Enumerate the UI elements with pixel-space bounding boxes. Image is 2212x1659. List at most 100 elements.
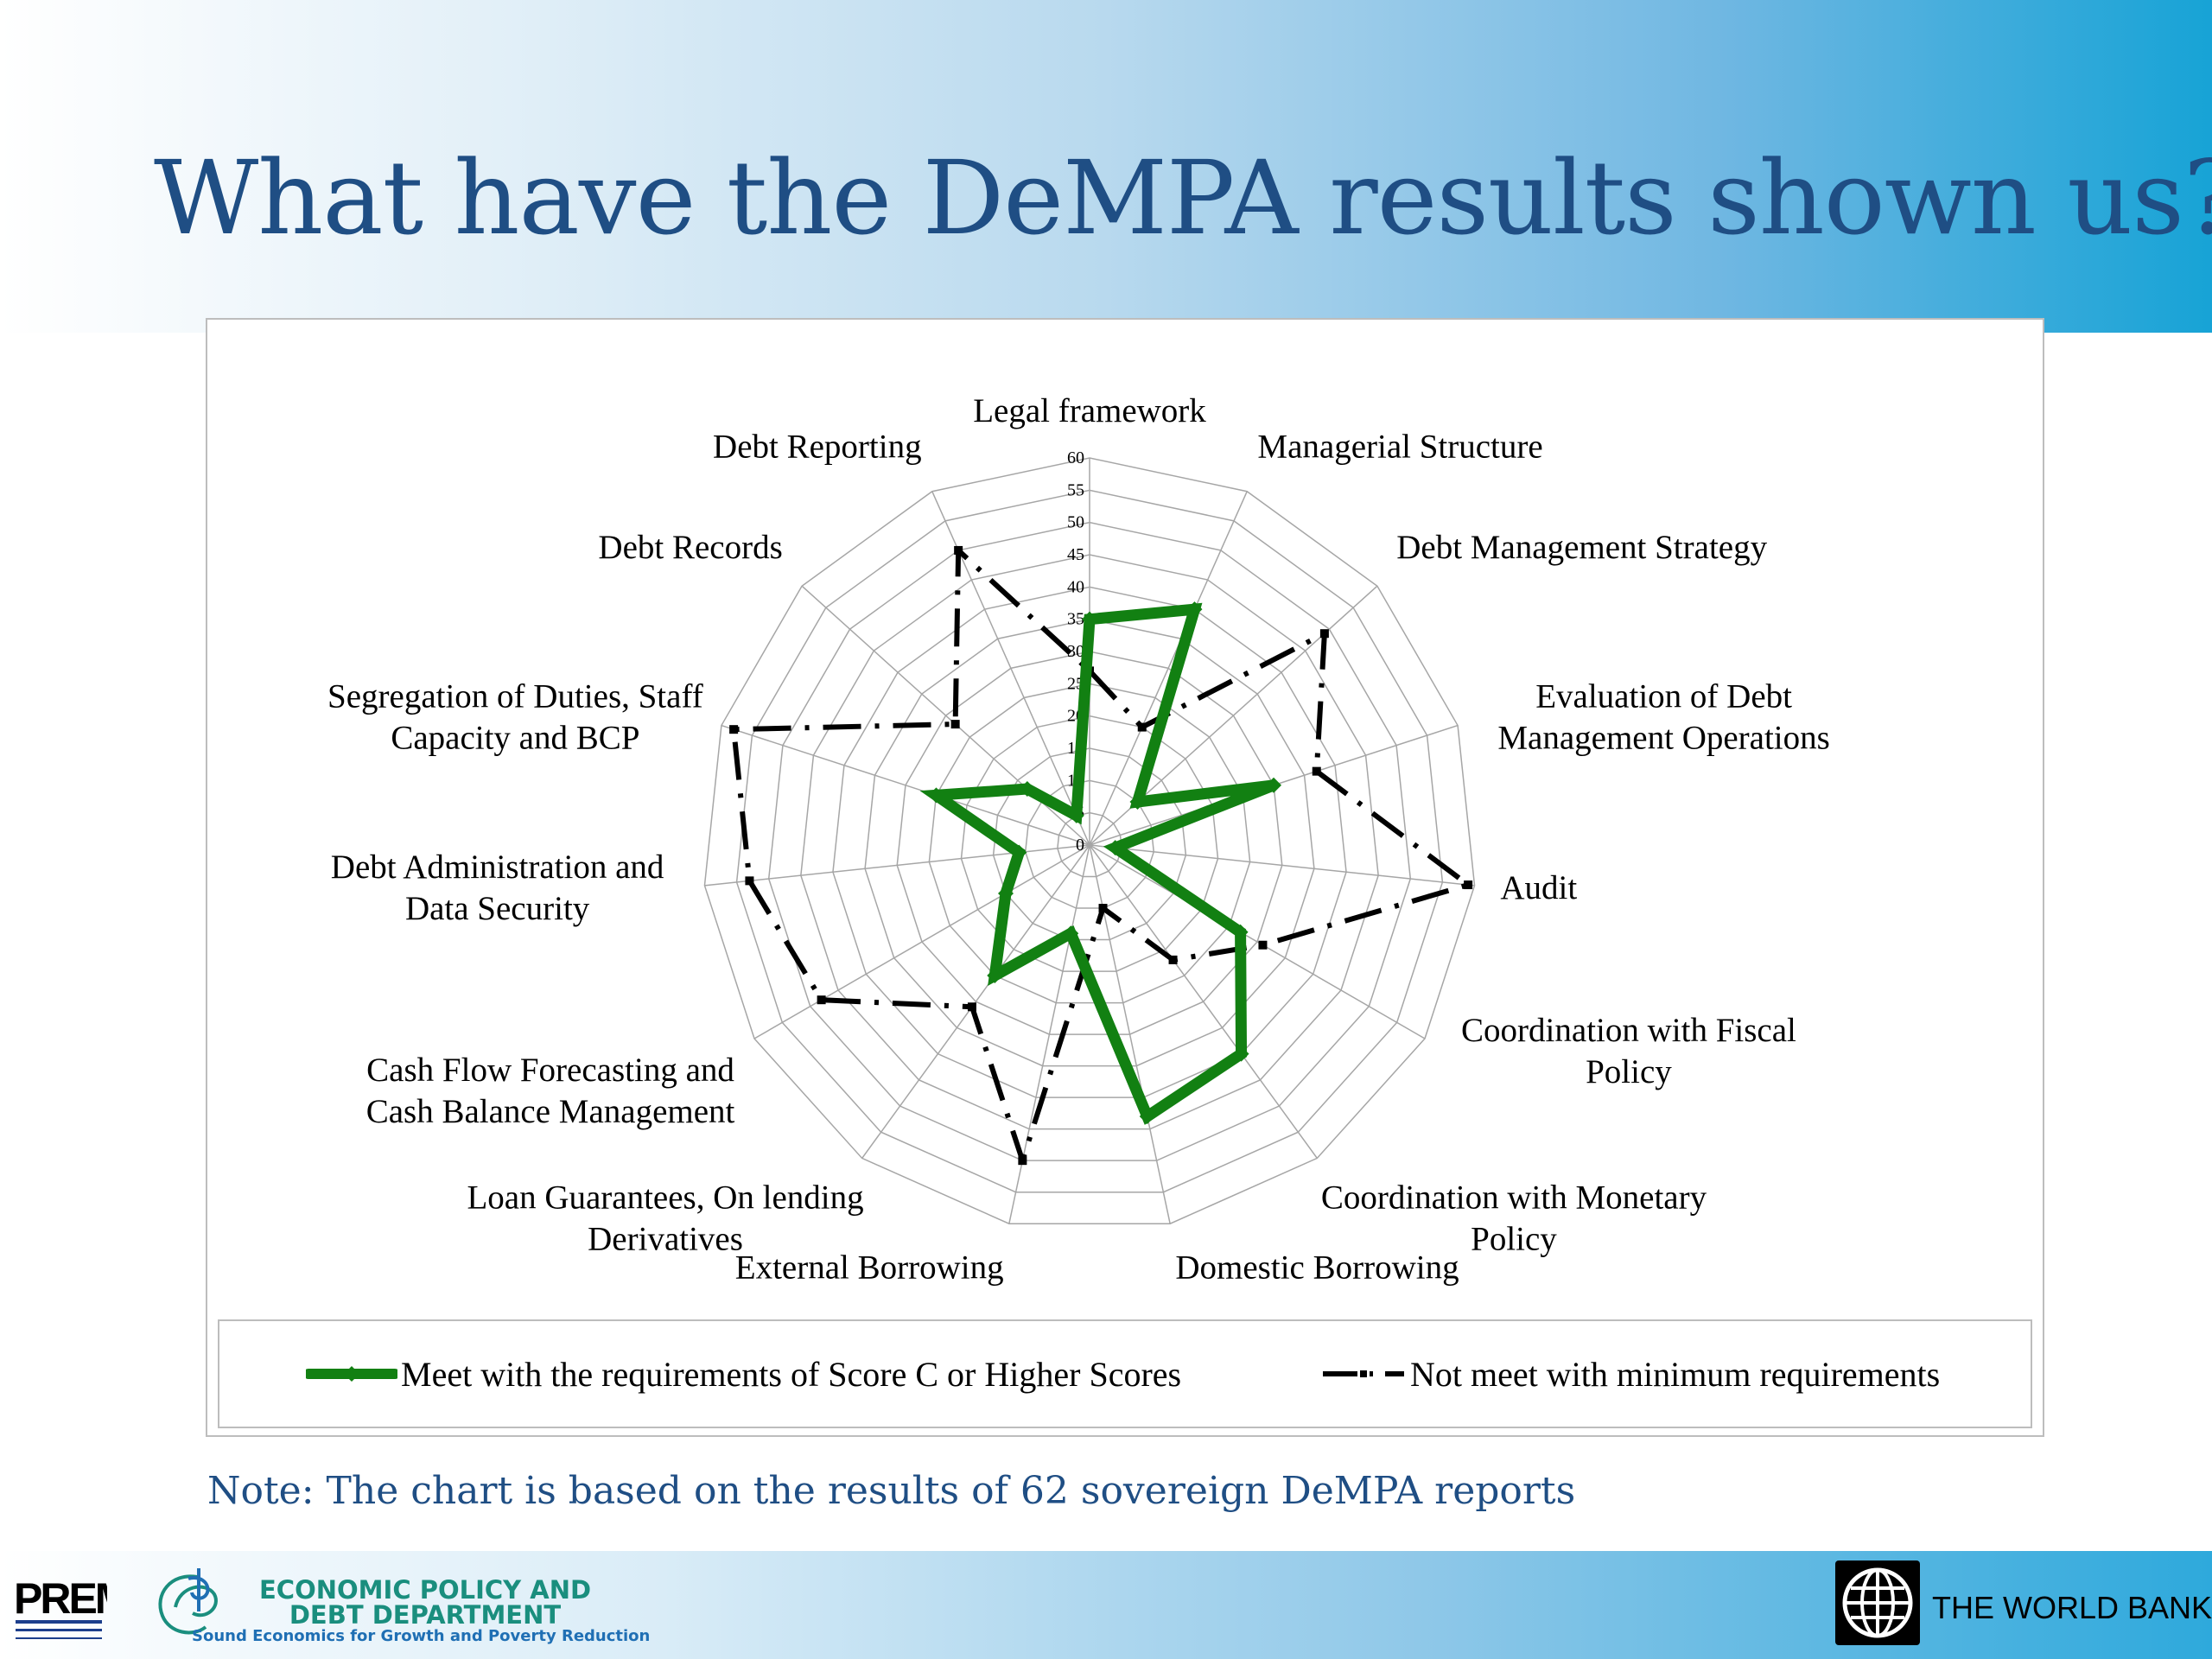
- epd-logo-icon: [145, 1560, 240, 1650]
- point-meet: [1011, 844, 1027, 861]
- point-not-meet: [1018, 1156, 1027, 1166]
- point-not-meet: [954, 545, 963, 555]
- category-label-line: Domestic Borrowing: [1175, 1249, 1459, 1287]
- category-label: Debt Management Strategy: [1396, 529, 1767, 566]
- category-label: Coordination with Fiscal Policy: [1461, 1012, 1796, 1090]
- grid-spoke: [1089, 844, 1475, 887]
- point-meet: [1139, 1109, 1155, 1125]
- category-label: Legal framework: [973, 392, 1206, 429]
- grid-spoke: [861, 844, 1090, 1159]
- point-meet: [1232, 924, 1249, 940]
- category-label-line: Loan Guarantees, On lending: [467, 1179, 863, 1217]
- radial-tick-label: 30: [1067, 642, 1084, 661]
- point-meet: [1129, 794, 1146, 810]
- category-label: External Borrowing: [735, 1249, 1004, 1287]
- category-label-line: Segregation of Duties, Staff: [327, 677, 703, 715]
- category-label-line: Derivatives: [588, 1221, 743, 1258]
- category-label: Evaluation of Debt Management Operations: [1497, 677, 1829, 756]
- category-label: Cash Flow Forecasting and Cash Balance Ma…: [366, 1052, 735, 1130]
- point-meet: [1266, 777, 1282, 793]
- world-bank-globe-icon: [1835, 1560, 1920, 1645]
- point-meet: [987, 968, 1003, 984]
- legend-swatch-not-meet: [1323, 1370, 1404, 1377]
- category-label: Loan Guarantees, On lending Derivatives: [467, 1179, 863, 1258]
- point-not-meet: [967, 1002, 976, 1012]
- category-label: Domestic Borrowing: [1175, 1249, 1459, 1287]
- point-meet: [1233, 1046, 1249, 1062]
- radial-tick-label: 35: [1067, 610, 1084, 629]
- category-label-line: Policy: [1586, 1053, 1672, 1090]
- radial-tick-label: 45: [1067, 545, 1084, 564]
- prem-logo-icon: PREM: [12, 1560, 131, 1650]
- legend-item-not-meet: Not meet with minimum requirements: [1320, 1321, 1940, 1427]
- category-label: Coordination with Monetary Policy: [1321, 1179, 1707, 1258]
- point-meet: [1186, 601, 1203, 618]
- grid-spoke: [721, 724, 1090, 846]
- grid-spoke: [1089, 491, 1248, 846]
- grid-spoke: [1089, 844, 1318, 1159]
- category-label: Audit: [1500, 869, 1577, 906]
- point-not-meet: [1312, 766, 1321, 776]
- category-label-line: Coordination with Fiscal: [1461, 1012, 1796, 1049]
- category-label-line: Evaluation of Debt: [1535, 677, 1792, 715]
- category-label-line: Coordination with Monetary: [1321, 1179, 1707, 1217]
- prem-logo-text: PREM: [14, 1574, 107, 1623]
- radial-tick-label: 40: [1067, 577, 1084, 596]
- grid-ring: [928, 683, 1251, 1004]
- category-label-line: Management Operations: [1497, 719, 1829, 756]
- grid-ring: [800, 554, 1379, 1130]
- radial-tick-label: 55: [1067, 480, 1084, 499]
- department-name-line2: DEBT DEPARTMENT: [289, 1600, 562, 1630]
- chart-frame: 051015202530354045505560Legal frameworkM…: [206, 318, 2044, 1437]
- grid-ring: [735, 489, 1444, 1193]
- grid-ring: [864, 618, 1315, 1067]
- point-not-meet: [729, 725, 739, 734]
- point-not-meet: [1258, 940, 1268, 950]
- grid-ring: [832, 586, 1347, 1098]
- category-label-line: Capacity and BCP: [391, 719, 639, 756]
- category-label-line: Debt Management Strategy: [1396, 529, 1767, 566]
- chart-note: Note: The chart is based on the results …: [207, 1469, 1576, 1513]
- point-not-meet: [1319, 629, 1329, 639]
- point-meet: [998, 886, 1014, 901]
- department-tagline: Sound Economics for Growth and Poverty R…: [192, 1627, 651, 1645]
- slide-title: What have the DeMPA results shown us?: [154, 138, 2212, 257]
- point-meet: [1019, 781, 1035, 798]
- radar-chart: 051015202530354045505560Legal frameworkM…: [327, 392, 1830, 1287]
- category-label: Debt Administration and Data Security: [331, 849, 664, 927]
- radial-tick-label: 0: [1076, 836, 1084, 855]
- series-meet-line: [919, 602, 1276, 1125]
- category-label-line: Legal framework: [973, 392, 1206, 429]
- point-meet: [1082, 611, 1097, 627]
- grid-spoke: [1089, 844, 1426, 1039]
- point-meet: [928, 787, 944, 804]
- grid-ring: [767, 521, 1412, 1161]
- legend-label-meet: Meet with the requirements of Score C or…: [401, 1354, 1182, 1394]
- department-name: ECONOMIC POLICY AND DEBT DEPARTMENT: [259, 1578, 591, 1628]
- radial-tick-label: 50: [1067, 513, 1084, 532]
- category-label-line: External Borrowing: [735, 1249, 1004, 1287]
- point-meet: [1063, 925, 1079, 942]
- category-label-line: Policy: [1471, 1221, 1557, 1258]
- category-label-line: Debt Records: [598, 529, 782, 566]
- point-not-meet: [817, 995, 826, 1005]
- grid-spoke: [753, 844, 1090, 1039]
- category-label: Debt Reporting: [713, 428, 922, 465]
- legend-label-not-meet: Not meet with minimum requirements: [1410, 1354, 1941, 1394]
- grid-ring: [703, 457, 1476, 1224]
- category-label-line: Data Security: [405, 890, 590, 927]
- chart-legend: Meet with the requirements of Score C or…: [218, 1319, 2032, 1428]
- header-band: [0, 0, 2212, 333]
- point-not-meet: [1168, 955, 1178, 964]
- grid-ring: [896, 651, 1283, 1035]
- point-meet: [1107, 840, 1123, 856]
- category-label: Managerial Structure: [1257, 428, 1542, 465]
- legend-swatch-meet: [306, 1366, 397, 1382]
- grid-ring: [1024, 779, 1155, 909]
- point-not-meet: [1137, 722, 1147, 732]
- department-name-line1: ECONOMIC POLICY AND: [259, 1575, 592, 1605]
- category-label: Debt Records: [598, 529, 782, 566]
- point-not-meet: [950, 720, 960, 729]
- category-label-line: Cash Flow Forecasting and: [366, 1052, 734, 1089]
- category-label-line: Audit: [1500, 869, 1577, 906]
